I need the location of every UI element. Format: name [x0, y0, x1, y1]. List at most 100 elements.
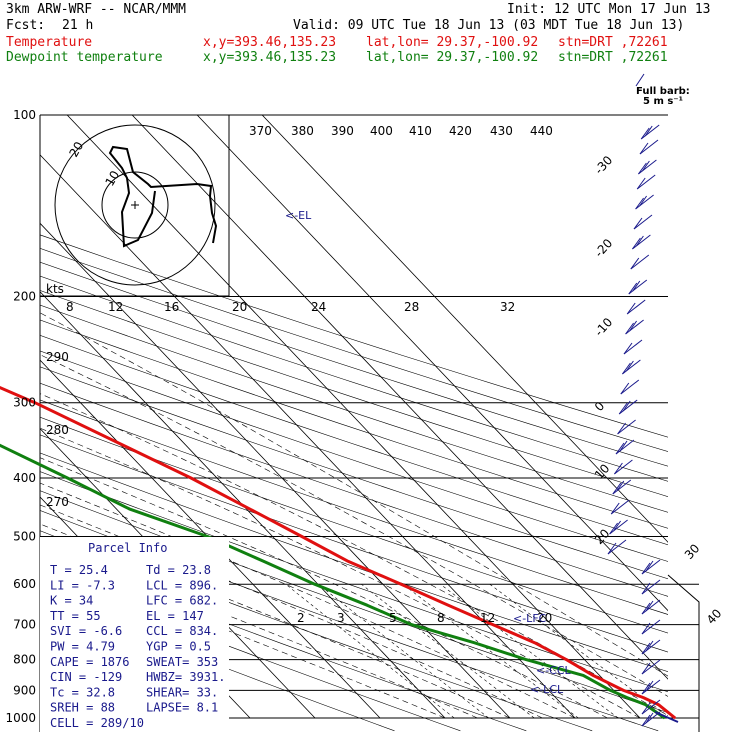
valid-time: Valid: 09 UTC Tue 18 Jun 13 (03 MDT Tue …: [293, 18, 685, 33]
hodograph-trace: [108, 145, 218, 248]
moist-adiabat: [40, 393, 668, 716]
wind-barb-flag: [635, 197, 645, 210]
dry-adiabat: [40, 350, 668, 562]
wind-barb: [639, 139, 659, 155]
mixing-ratio-line: [285, 583, 455, 719]
theta-label-270: 270: [46, 495, 69, 509]
dewpoint-point: [663, 717, 666, 719]
wind-barb-flag: [641, 582, 651, 595]
parcel-row-left: CAPE = 1876: [50, 655, 129, 669]
dry-adiabat: [40, 234, 668, 438]
dry-adiabat: [40, 416, 668, 634]
init-time: Init: 12 UTC Mon 17 Jun 13: [507, 2, 711, 17]
parcel-row-right: LCL = 896.: [146, 578, 218, 592]
wind-barb-flag: [612, 482, 622, 495]
parcel-row-right: LFC = 682.: [146, 594, 218, 608]
hodograph-ring-label-10: 10: [102, 168, 122, 188]
profile-points: [34, 401, 676, 719]
temperature-point: [674, 717, 676, 719]
wind-barb: [640, 124, 660, 140]
dry-adiabat: [40, 434, 668, 653]
wind-barb-flag: [628, 282, 638, 295]
dry-adiabat: [40, 304, 668, 513]
hodograph-unit: kts: [46, 282, 64, 296]
dry-adiabat: [40, 399, 668, 615]
temperature-latlon: lat,lon= 29.37,-100.92: [366, 35, 539, 50]
wind-barb-flag: [645, 600, 654, 612]
hodograph-ring-10: [101, 171, 169, 239]
wind-barb: [641, 679, 661, 695]
theta-label-440: 440: [530, 124, 553, 138]
theta-label-430: 430: [490, 124, 513, 138]
isotherm-label-0: 0: [592, 399, 608, 414]
dewpoint-point: [66, 477, 69, 479]
model-title: 3km ARW-WRF -- NCAR/MMM: [6, 2, 187, 17]
wind-barb: [615, 439, 635, 455]
wind-barb-flag: [641, 662, 651, 675]
wind-barb-flag: [619, 440, 628, 452]
theta-label-410: 410: [409, 124, 432, 138]
wind-barb-flag: [625, 360, 634, 372]
wind-barb-flag: [645, 560, 654, 572]
isotherm-label-30: 30: [682, 541, 703, 562]
parcel-row-left: PW = 4.79: [50, 640, 115, 654]
parcel-row-left: Tc = 32.8: [50, 685, 115, 699]
wind-barb-flag: [620, 382, 630, 395]
moist-adiabat: [40, 482, 576, 719]
el-label: <-EL: [285, 209, 312, 222]
parcel-row-left: LI = -7.3: [50, 578, 115, 592]
wind-barb: [630, 254, 650, 270]
wind-barb: [633, 214, 653, 230]
wind-barb: [641, 659, 661, 675]
isotherm-label--30: -30: [592, 153, 616, 177]
wind-barb-flag: [639, 195, 648, 207]
theta-label-290: 290: [46, 350, 69, 364]
temperature-point: [34, 401, 36, 404]
temperature-point: [657, 703, 660, 706]
pressure-label-300: 300: [13, 396, 36, 410]
wind-barb: [610, 499, 630, 515]
wind-barb: [638, 159, 657, 175]
wind-barb-flag: [609, 522, 619, 535]
isotherm-label-20: 20: [592, 526, 613, 547]
wind-barb-flag: [617, 422, 627, 435]
isotherm-line: [131, 115, 668, 680]
wind-barb-flag: [632, 280, 641, 292]
mixing-ratio-label-32: 32: [500, 300, 515, 314]
isotherm-line: [40, 359, 381, 719]
dry-adiabat: [40, 290, 668, 497]
wind-barb-flag: [644, 125, 653, 137]
wind-barb-flag: [645, 640, 654, 652]
wind-barb-flag: [625, 322, 635, 335]
mixing-ratio-label-24: 24: [311, 300, 326, 314]
dewpoint-point: [410, 623, 413, 626]
wind-barb-flag: [633, 217, 643, 230]
ccl-label: <-CCL: [536, 664, 572, 677]
temperature-point: [400, 583, 402, 585]
parcel-row-right: LAPSE= 8.1: [146, 701, 218, 715]
dry-adiabat: [40, 334, 668, 546]
forecast-label: Fcst:: [6, 18, 46, 33]
wind-barb-flag: [639, 142, 649, 155]
parcel-info-background: [40, 537, 229, 732]
dewpoint-profile: [0, 443, 666, 720]
parcel-row-right: CCL = 834.: [146, 624, 218, 638]
wind-barb-flag: [635, 235, 644, 247]
wind-barb: [612, 479, 632, 495]
wind-barb: [622, 359, 641, 375]
pressure-label-500: 500: [13, 529, 36, 543]
wind-barb: [614, 459, 633, 475]
mixing-ratio-label-3: 3: [337, 611, 345, 625]
pressure-label-800: 800: [13, 653, 36, 667]
dewpoint-point: [313, 583, 316, 585]
parcel-info-title: Parcel Info: [88, 541, 167, 555]
wind-barb-flag: [636, 177, 646, 190]
dewpoint-xy: x,y=393.46,135.23: [203, 50, 337, 65]
mixing-ratio-label-8-low: 8: [437, 611, 445, 625]
pressure-label-100: 100: [13, 108, 36, 122]
dewpoint-point: [263, 560, 265, 563]
dry-adiabat: [40, 490, 668, 713]
dewpoint-station: stn=DRT ,72261: [558, 50, 668, 65]
pressure-label-200: 200: [13, 290, 36, 304]
wind-barb-flag: [641, 642, 651, 655]
